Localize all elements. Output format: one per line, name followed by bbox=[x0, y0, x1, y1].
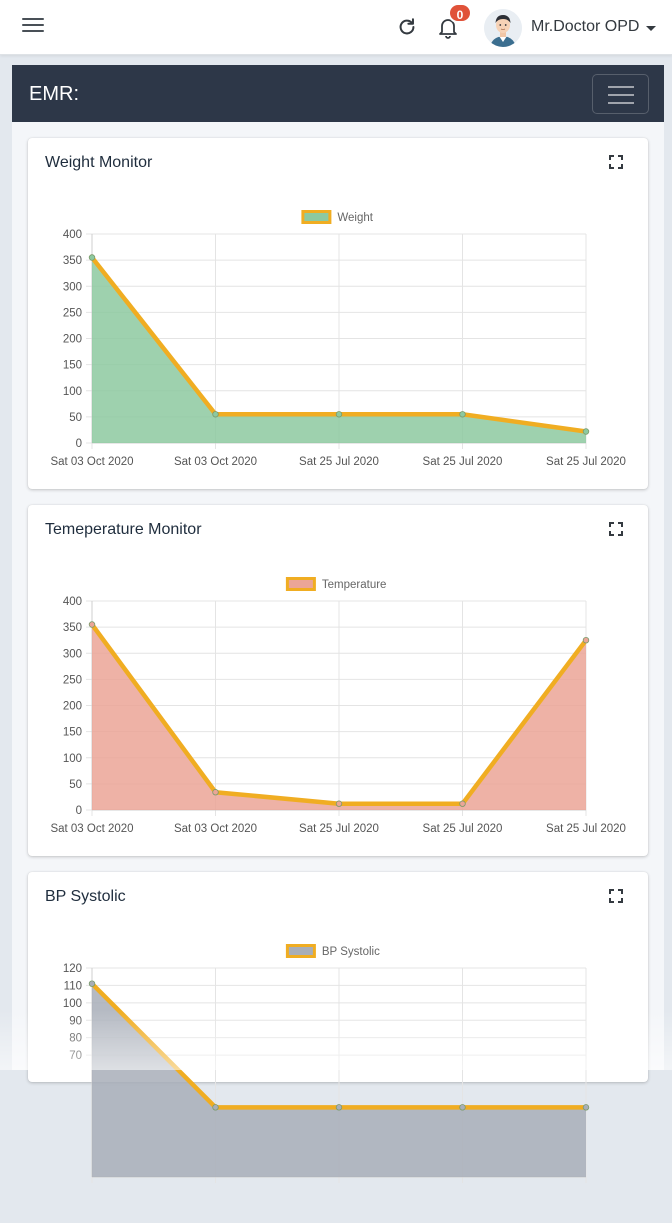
chevron-down-icon[interactable] bbox=[646, 26, 656, 31]
notification-badge[interactable]: 0 bbox=[448, 3, 472, 23]
x-tick-label: Sat 25 Jul 2020 bbox=[423, 456, 503, 468]
fullscreen-icon[interactable] bbox=[608, 521, 624, 537]
legend-swatch bbox=[301, 210, 332, 224]
menu-icon[interactable] bbox=[22, 18, 44, 36]
y-tick-label: 100 bbox=[63, 753, 82, 765]
top-navbar: 0 Mr.Doctor OPD bbox=[0, 0, 672, 55]
avatar[interactable] bbox=[484, 9, 522, 47]
legend-swatch bbox=[285, 944, 316, 958]
y-tick-label: 400 bbox=[63, 596, 82, 608]
y-tick-label: 50 bbox=[69, 779, 82, 791]
y-tick-label: 80 bbox=[69, 1033, 82, 1045]
x-tick-label: Sat 25 Jul 2020 bbox=[299, 823, 379, 835]
series-area bbox=[92, 257, 586, 443]
card-title: Temeperature Monitor bbox=[45, 521, 202, 538]
y-tick-label: 0 bbox=[76, 805, 82, 817]
x-tick-label: Sat 25 Jul 2020 bbox=[299, 456, 379, 468]
x-tick-label: Sat 25 Jul 2020 bbox=[546, 823, 626, 835]
y-tick-label: 250 bbox=[63, 674, 82, 686]
y-tick-label: 0 bbox=[76, 438, 82, 450]
y-tick-label: 70 bbox=[69, 1050, 82, 1062]
x-tick-label: Sat 03 Oct 2020 bbox=[50, 823, 133, 835]
data-point bbox=[335, 411, 343, 418]
x-tick-label: Sat 25 Jul 2020 bbox=[546, 456, 626, 468]
y-tick-label: 300 bbox=[63, 648, 82, 660]
legend-label: Weight bbox=[337, 212, 373, 224]
y-tick-label: 200 bbox=[63, 334, 82, 346]
weight-chart: Weight 0 50 100 150 200 250 300 350 400 Sat 03 Oct… bbox=[50, 210, 626, 468]
y-tick-label: 110 bbox=[64, 980, 82, 992]
bp-systolic-chart: BP Systolic 70 80 90 100 110 120 bbox=[63, 944, 590, 1183]
y-tick-label: 150 bbox=[63, 360, 82, 372]
temperature-monitor-card: Temeperature Monitor Temperature 0 50 100 15… bbox=[28, 505, 648, 856]
data-point bbox=[212, 1104, 219, 1111]
data-point bbox=[335, 800, 343, 807]
legend-label: BP Systolic bbox=[322, 946, 380, 958]
x-tick-label: Sat 03 Oct 2020 bbox=[50, 456, 133, 468]
y-tick-label: 90 bbox=[69, 1015, 82, 1027]
fullscreen-icon[interactable] bbox=[608, 154, 624, 170]
y-tick-label: 300 bbox=[63, 281, 82, 293]
refresh-icon[interactable] bbox=[396, 16, 418, 38]
series-area bbox=[92, 624, 586, 810]
y-tick-label: 100 bbox=[63, 998, 82, 1010]
fullscreen-icon[interactable] bbox=[608, 888, 624, 904]
legend-label: Temperature bbox=[322, 579, 387, 591]
data-point bbox=[582, 428, 590, 435]
weight-monitor-card: Weight Monitor Weight 0 50 100 150 200 250 300 3… bbox=[28, 138, 648, 489]
data-point bbox=[459, 411, 466, 418]
data-point bbox=[212, 789, 219, 796]
y-tick-label: 400 bbox=[63, 229, 82, 241]
data-point bbox=[88, 980, 96, 987]
y-tick-label: 200 bbox=[63, 701, 82, 713]
emr-header: EMR: bbox=[12, 65, 664, 122]
y-tick-label: 50 bbox=[69, 412, 82, 424]
y-tick-label: 350 bbox=[63, 622, 82, 634]
legend-swatch bbox=[285, 577, 316, 591]
y-tick-label: 100 bbox=[63, 386, 82, 398]
emr-title: EMR: bbox=[29, 83, 79, 105]
data-point bbox=[88, 254, 96, 261]
card-title: Weight Monitor bbox=[45, 154, 153, 171]
emr-menu-toggle-button[interactable] bbox=[592, 74, 649, 114]
emr-panel: EMR: Weight Monitor Weight 0 50 100 150 200 25… bbox=[12, 65, 664, 1183]
data-point bbox=[212, 411, 219, 418]
card-title: BP Systolic bbox=[45, 888, 126, 905]
x-tick-label: Sat 25 Jul 2020 bbox=[423, 823, 503, 835]
bp-systolic-card: BP Systolic BP Systolic 70 80 90 100 110 120 bbox=[28, 872, 648, 1183]
y-tick-label: 120 bbox=[63, 963, 82, 975]
data-point bbox=[88, 621, 96, 628]
x-tick-label: Sat 03 Oct 2020 bbox=[174, 823, 257, 835]
data-point bbox=[582, 636, 590, 644]
user-name-dropdown[interactable]: Mr.Doctor OPD bbox=[531, 18, 640, 35]
temperature-chart: Temperature 0 50 100 150 200 250 300 350 400 Sat 0… bbox=[50, 577, 626, 835]
data-point bbox=[335, 1104, 343, 1111]
y-tick-label: 350 bbox=[63, 255, 82, 267]
x-tick-label: Sat 03 Oct 2020 bbox=[174, 456, 257, 468]
y-tick-label: 250 bbox=[63, 307, 82, 319]
data-point bbox=[459, 1104, 466, 1111]
data-point bbox=[459, 800, 466, 807]
y-tick-label: 150 bbox=[63, 727, 82, 739]
data-point bbox=[582, 1104, 590, 1111]
